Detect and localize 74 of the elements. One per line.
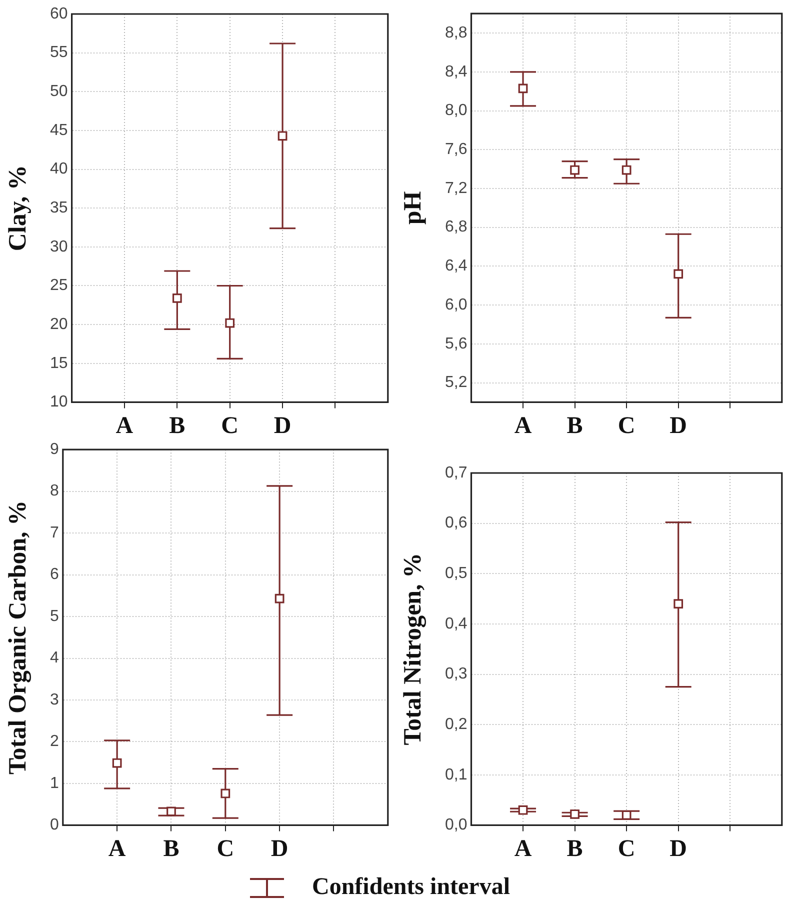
x-tick-label: A xyxy=(514,412,532,439)
y-tick-label: 7,6 xyxy=(444,141,468,158)
y-tick-label: 60 xyxy=(50,5,68,22)
y-tick-label: 0,4 xyxy=(444,615,468,632)
x-tick-label: C xyxy=(618,836,636,862)
point xyxy=(278,131,288,141)
y-tick-label: 6,8 xyxy=(444,218,468,236)
y-tick-label: 0,2 xyxy=(444,716,468,733)
x-tick-label: D xyxy=(274,412,292,439)
y-tick-label: 0,0 xyxy=(444,816,468,834)
y-tick-label: 20 xyxy=(50,316,68,333)
y-tick-label: 6 xyxy=(50,566,59,584)
y-tick-label: 0,6 xyxy=(444,514,468,532)
y-tick-label: 3 xyxy=(50,691,59,708)
x-tick-label: D xyxy=(670,412,688,439)
point xyxy=(225,318,235,328)
y-tick-label: 45 xyxy=(50,122,68,139)
x-tick-label: A xyxy=(116,412,134,439)
x-tick-label: B xyxy=(169,412,186,439)
y-tick-label: 50 xyxy=(50,83,68,100)
y-tick-label: 25 xyxy=(50,277,68,294)
y-tick-label: 40 xyxy=(50,160,68,178)
y-tick-label: 0,5 xyxy=(444,565,468,582)
y-tick-label: 0 xyxy=(50,816,59,834)
y-tick-label: 35 xyxy=(50,200,68,217)
y-tick-label: 7,2 xyxy=(444,180,468,197)
y-tick-label: 10 xyxy=(50,394,68,411)
y-tick-label: 4 xyxy=(50,650,59,667)
y-tick-label: 8,8 xyxy=(444,24,468,42)
x-tick-label: C xyxy=(216,836,234,862)
y-tick-label: 5,2 xyxy=(444,374,468,392)
y-tick-label: 9 xyxy=(50,441,59,458)
x-tick-label: B xyxy=(566,412,583,439)
y-tick-label: 15 xyxy=(50,354,68,372)
y-tick-label: 1 xyxy=(50,774,59,792)
x-tick-label: D xyxy=(670,836,688,862)
x-tick-label: A xyxy=(108,836,126,862)
x-tick-label: C xyxy=(618,412,636,439)
point xyxy=(518,805,528,815)
y-tick-label: 5 xyxy=(50,608,59,625)
y-tick-label: 2 xyxy=(50,733,59,750)
point xyxy=(172,293,182,303)
point xyxy=(674,599,684,609)
y-tick-label: 55 xyxy=(50,44,68,62)
x-tick-label: B xyxy=(566,836,583,862)
point xyxy=(570,809,580,819)
y-tick-label: 30 xyxy=(50,238,68,256)
y-axis-title: pH xyxy=(399,190,426,225)
y-tick-label: 8 xyxy=(50,482,59,500)
y-axis-title: Clay, % xyxy=(4,165,32,252)
y-tick-label: 8,0 xyxy=(444,102,468,120)
text: Confidents interval xyxy=(312,874,510,901)
y-axis-title: Total Nitrogen, % xyxy=(399,552,426,746)
x-tick-label: C xyxy=(221,412,239,439)
x-tick-label: D xyxy=(270,836,288,862)
point xyxy=(274,594,284,604)
y-tick-label: 7 xyxy=(50,524,59,542)
x-tick-label: B xyxy=(163,836,180,862)
y-tick-label: 0,3 xyxy=(444,666,468,683)
point xyxy=(518,84,528,94)
point xyxy=(622,165,632,175)
y-tick-label: 0,1 xyxy=(444,766,468,784)
point xyxy=(220,788,230,798)
y-tick-label: 8,4 xyxy=(444,63,468,80)
y-tick-label: 6,0 xyxy=(444,296,468,314)
point xyxy=(570,165,580,175)
x-tick-label: A xyxy=(514,836,532,862)
y-tick-label: 6,4 xyxy=(444,258,468,275)
y-tick-label: 0,7 xyxy=(444,464,468,482)
point xyxy=(674,269,684,279)
y-tick-label: 5,6 xyxy=(444,335,468,352)
y-axis-title: Total Organic Carbon, % xyxy=(4,500,32,774)
point xyxy=(112,758,122,768)
point xyxy=(166,806,176,816)
